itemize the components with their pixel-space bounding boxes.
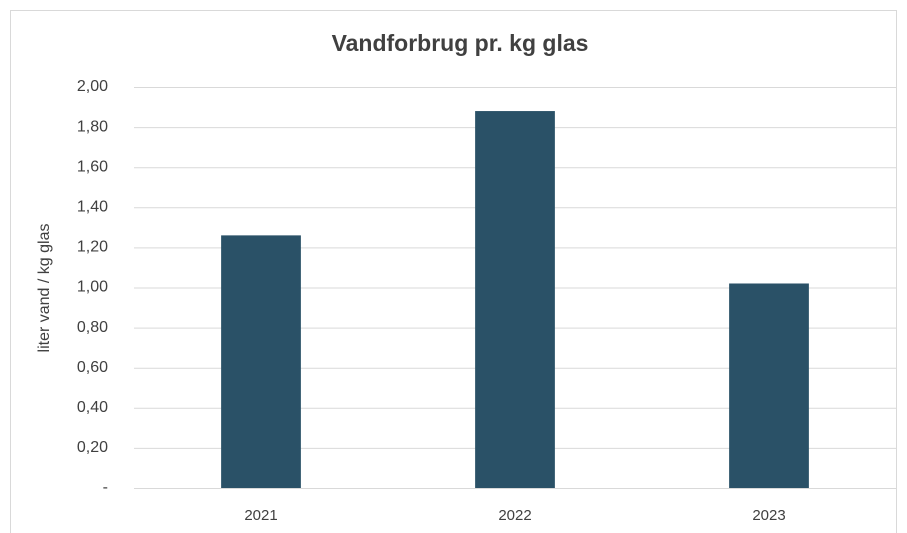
y-tick-label: 0,40 bbox=[77, 399, 108, 416]
y-tick-label: 1,00 bbox=[77, 279, 108, 296]
y-tick-label: 0,20 bbox=[77, 439, 108, 456]
y-tick-label: 0,80 bbox=[77, 319, 108, 336]
y-tick-label: 1,40 bbox=[77, 199, 108, 216]
x-tick-label: 2023 bbox=[752, 507, 785, 524]
y-tick-label: 1,20 bbox=[77, 239, 108, 256]
y-tick-label: 1,80 bbox=[77, 118, 108, 135]
y-axis-label: liter vand / kg glas bbox=[36, 224, 53, 353]
bar bbox=[221, 235, 301, 488]
bar bbox=[729, 283, 809, 488]
y-tick-label: 0,60 bbox=[77, 359, 108, 376]
chart-title: Vandforbrug pr. kg glas bbox=[332, 30, 589, 56]
x-tick-label: 2021 bbox=[244, 507, 277, 524]
x-tick-label: 2022 bbox=[498, 507, 531, 524]
y-tick-label: 2,00 bbox=[77, 78, 108, 95]
y-tick-label: - bbox=[103, 479, 108, 496]
bar bbox=[475, 111, 555, 488]
y-tick-label: 1,60 bbox=[77, 158, 108, 175]
